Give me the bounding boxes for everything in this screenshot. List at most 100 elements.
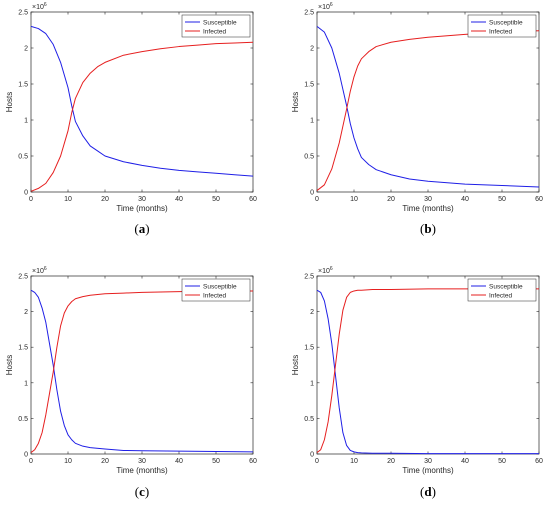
x-tick-label: 0: [29, 196, 33, 203]
x-tick-label: 60: [535, 458, 543, 465]
legend: Susceptible Infected: [181, 14, 251, 38]
y-exponent-prefix: ×: [32, 4, 36, 11]
y-exponent-power: 6: [44, 266, 47, 272]
panel-caption: (c): [135, 484, 149, 499]
y-tick-label: 2.5: [304, 10, 314, 17]
caption-open-paren: (: [420, 484, 424, 499]
x-tick-label: 60: [535, 196, 543, 203]
y-tick-label: 2: [24, 309, 28, 316]
y-tick-label: 2.5: [18, 274, 28, 281]
x-tick-label: 10: [350, 196, 358, 203]
y-tick-label: 2: [310, 46, 314, 53]
y-exponent-power: 6: [44, 2, 47, 8]
series-line-infected: [30, 290, 253, 453]
x-tick-label: 10: [64, 458, 72, 465]
y-exponent-label: ×106: [32, 2, 47, 11]
y-tick-label: 0.5: [18, 154, 28, 161]
x-tick-label: 0: [315, 458, 319, 465]
x-tick-label: 20: [387, 196, 395, 203]
legend: Susceptible Infected: [467, 278, 537, 302]
y-tick-label: 0: [24, 452, 28, 459]
x-tick-label: 40: [461, 458, 469, 465]
y-exponent-prefix: ×: [318, 4, 322, 11]
x-tick-label: 20: [101, 458, 109, 465]
legend-label: Susceptible: [489, 283, 523, 290]
y-tick-label: 0: [310, 452, 314, 459]
x-tick-label: 60: [249, 196, 257, 203]
y-exponent-base: 10: [36, 4, 44, 11]
series-line-infected: [30, 41, 254, 192]
y-exponent-prefix: ×: [32, 268, 36, 275]
y-tick-label: 1.5: [304, 82, 314, 89]
y-tick-label: 0: [310, 190, 314, 197]
legend-label: Infected: [489, 292, 513, 299]
x-tick-label: 50: [212, 458, 220, 465]
x-tick-label: 30: [424, 458, 432, 465]
legend-label: Susceptible: [203, 283, 237, 290]
caption-letter: d: [424, 484, 432, 499]
caption-letter: b: [424, 221, 431, 236]
x-tick-label: 10: [350, 458, 358, 465]
x-tick-label: 40: [175, 458, 183, 465]
plot-area: [30, 275, 254, 455]
y-exponent-label: ×106: [318, 266, 333, 275]
legend-label: Susceptible: [203, 19, 237, 26]
y-tick-label: 1: [310, 118, 314, 125]
caption-close-paren: ): [432, 221, 436, 236]
x-tick-label: 20: [101, 196, 109, 203]
x-tick-label: 0: [315, 196, 319, 203]
legend-label: Infected: [203, 292, 227, 299]
series-line-susceptible: [316, 26, 540, 188]
y-exponent-base: 10: [36, 268, 44, 275]
y-tick-label: 0.5: [18, 416, 28, 423]
y-tick-label: 0.5: [304, 416, 314, 423]
x-axis-label: Time (months): [116, 466, 168, 475]
y-exponent-power: 6: [330, 2, 333, 8]
caption-close-paren: ): [145, 484, 149, 499]
caption-open-paren: (: [135, 484, 139, 499]
y-exponent-power: 6: [330, 266, 333, 272]
legend-label: Infected: [489, 28, 513, 35]
legend-label: Susceptible: [489, 19, 523, 26]
legend-label: Infected: [203, 28, 227, 35]
y-tick-label: 1: [24, 118, 28, 125]
x-tick-label: 40: [461, 196, 469, 203]
y-tick-label: 1: [24, 380, 28, 387]
y-axis-label: Hosts: [5, 355, 14, 375]
x-tick-label: 40: [175, 196, 183, 203]
y-axis-label: Hosts: [5, 92, 14, 112]
y-tick-label: 2: [24, 46, 28, 53]
y-exponent-base: 10: [322, 268, 330, 275]
y-tick-label: 1.5: [18, 82, 28, 89]
x-axis-label: Time (months): [402, 204, 454, 213]
caption-close-paren: ): [432, 484, 436, 499]
y-tick-label: 1: [310, 380, 314, 387]
y-exponent-prefix: ×: [318, 268, 322, 275]
caption-letter: c: [139, 484, 145, 499]
y-tick-label: 2.5: [304, 274, 314, 281]
x-tick-label: 50: [212, 196, 220, 203]
series-line-susceptible: [30, 289, 254, 453]
panel-caption: (a): [134, 221, 149, 236]
x-axis-label: Time (months): [402, 466, 454, 475]
y-tick-label: 1.5: [304, 345, 314, 352]
plot-area: [30, 11, 254, 193]
x-tick-label: 50: [498, 196, 506, 203]
y-tick-label: 2: [310, 309, 314, 316]
series-line-infected: [316, 30, 540, 191]
panel-caption: (b): [420, 221, 436, 236]
plot-area: [316, 11, 540, 193]
y-exponent-label: ×106: [318, 2, 333, 11]
x-tick-label: 60: [249, 458, 257, 465]
y-axis-label: Hosts: [291, 355, 300, 375]
series-line-infected: [316, 288, 539, 453]
caption-close-paren: ): [145, 221, 149, 236]
x-tick-label: 10: [64, 196, 72, 203]
legend: Susceptible Infected: [467, 14, 537, 38]
x-tick-label: 0: [29, 458, 33, 465]
y-axis-label: Hosts: [291, 92, 300, 112]
